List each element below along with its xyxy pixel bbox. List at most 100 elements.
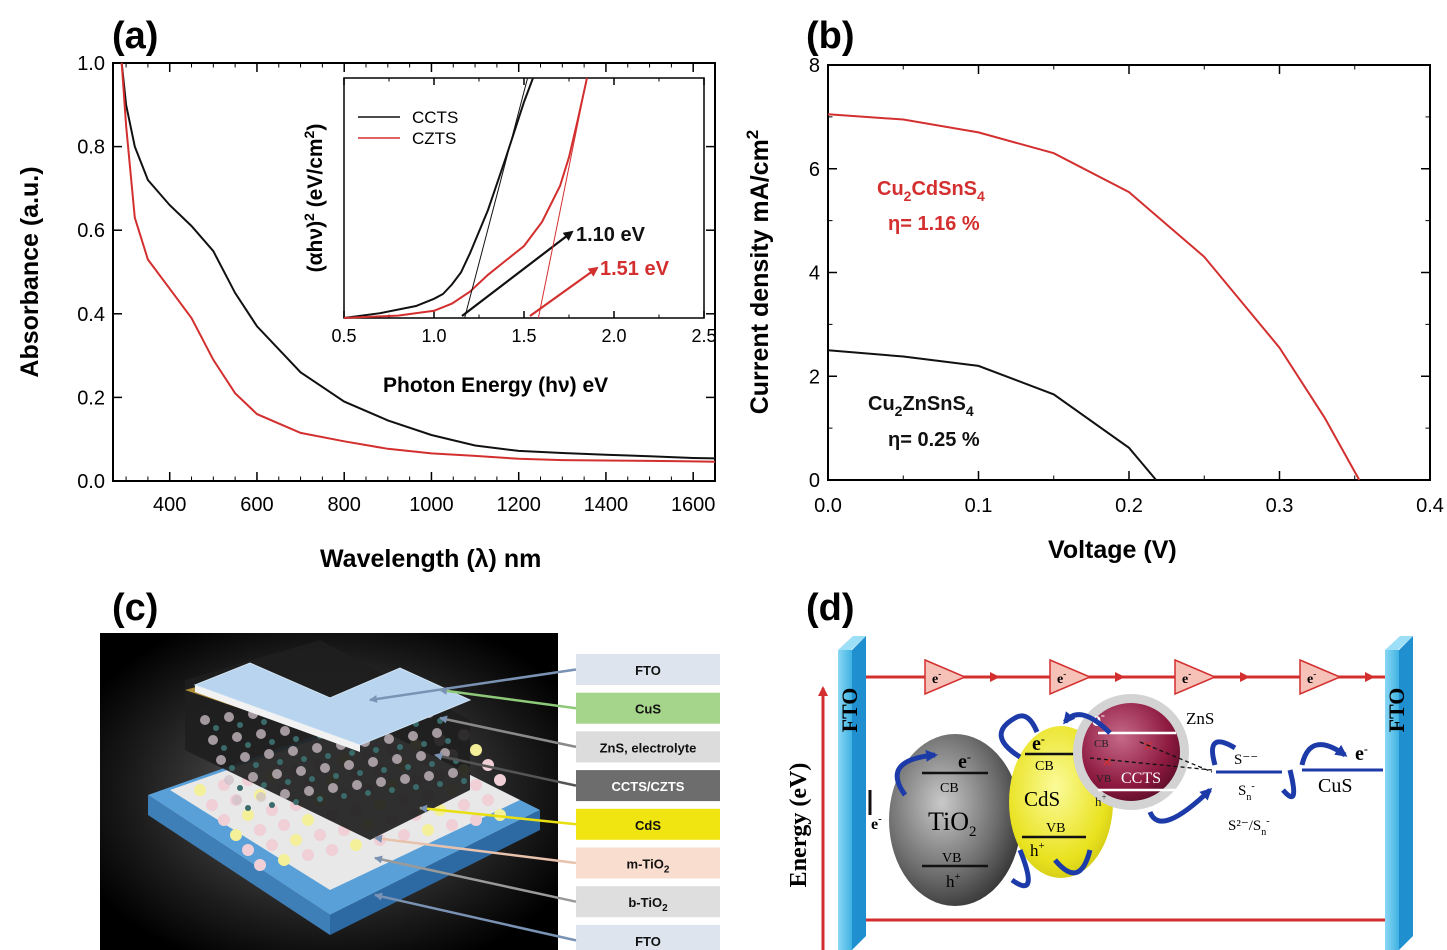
absorber-nanoparticle — [200, 715, 210, 725]
base-fto-side-right — [330, 810, 540, 935]
tio2-nanoparticle — [206, 799, 218, 811]
circuit-arrow-tip — [1240, 672, 1250, 682]
absorber-nanoparticle — [272, 769, 282, 779]
bandgap-label-ccts: 1.10 eV — [576, 224, 646, 246]
tio2-particle — [889, 734, 1021, 906]
b-y-tick-label: 2 — [809, 366, 820, 388]
layer-leader-line — [439, 715, 577, 749]
transfer-arrow-tio2-fto — [894, 749, 938, 797]
tio2-nanoparticle — [194, 784, 206, 796]
absorber-nanoparticle-small — [221, 745, 227, 751]
b-x-tick-label: 0.3 — [1266, 495, 1294, 517]
layer-box — [576, 692, 720, 724]
tio2-hole: h+ — [946, 871, 961, 891]
layer-label: FTO — [635, 663, 661, 678]
layer-label: CuS — [635, 702, 661, 717]
redox-cycle-arrow-1 — [1210, 739, 1237, 766]
absorber-nanoparticle — [424, 771, 434, 781]
a-x-tick-label: 1200 — [496, 494, 541, 516]
fto-right-top — [1385, 636, 1413, 650]
absorber-nanoparticle — [384, 734, 394, 744]
a-series-czts — [120, 62, 716, 463]
absorber-nanoparticle-small — [381, 767, 387, 773]
b-y-tick-label: 0 — [809, 470, 820, 492]
absorber-nanoparticle-small — [389, 787, 395, 793]
absorber-nanoparticle — [416, 751, 426, 761]
panel-c-device-schematic: FTO CuS ZnS, electrolyte CCTS/CZTS CdS m-TiO2… — [100, 633, 720, 950]
electrolyte-s-minus: S⁻⁻ — [1234, 752, 1258, 768]
redox-cycle-arrow-2 — [1281, 769, 1297, 800]
ccts-vb-label: VB — [1096, 773, 1111, 785]
a-y-tick-label: 0.6 — [77, 220, 105, 242]
tio2-nanoparticle — [266, 804, 278, 816]
transfer-arrow-ccts-cds — [1063, 711, 1112, 735]
absorber-nanoparticle — [344, 760, 354, 770]
y-axis-label-a: Absorbance (a.u.) — [16, 166, 44, 377]
inset-frame — [343, 77, 705, 319]
cds-hole: h+ — [1030, 840, 1045, 860]
b-y-tick-label: 8 — [809, 55, 820, 77]
absorber-nanoparticle — [280, 789, 290, 799]
ccts-hole: h+ — [1095, 792, 1107, 809]
absorber-nanoparticle-small — [461, 778, 467, 784]
absorber-nanoparticle — [432, 728, 442, 738]
absorber-nanoparticle-small — [293, 799, 299, 805]
cds-cb-label: CB — [1035, 759, 1054, 774]
layer-leader-line — [419, 804, 577, 826]
a-y-tick-label: 0.0 — [77, 471, 105, 493]
absorber-nanoparticle — [328, 783, 338, 793]
tio2-nanoparticle — [230, 829, 242, 841]
tio2-nanoparticle — [302, 849, 314, 861]
inset-x-tick-label: 0.5 — [331, 326, 356, 346]
absorber-nanoparticle — [240, 752, 250, 762]
tio2-nanoparticle — [266, 839, 278, 851]
absorber-nanoparticle — [392, 754, 402, 764]
inset-x-tick-label: 2.5 — [691, 326, 716, 346]
circuit-electron: e- — [1307, 669, 1316, 687]
layer-box — [576, 770, 720, 802]
absorber-nanoparticle-small — [277, 759, 283, 765]
absorber-nanoparticle — [280, 726, 290, 736]
dashed-transfer-2 — [1139, 741, 1213, 773]
b-series-cucdsns — [827, 113, 1361, 481]
cus-electron: e- — [1355, 742, 1368, 765]
x-axis-label-b: Voltage (V) — [1048, 536, 1177, 564]
absorber-nanoparticle — [248, 772, 258, 782]
transfer-arrow-hole-tio2 — [1010, 849, 1031, 889]
fto-right-label: FTO — [1384, 688, 1409, 733]
plot-frame-b — [827, 64, 1431, 481]
tio2-nanoparticle — [242, 809, 254, 821]
absorber-nanoparticle-small — [301, 756, 307, 762]
tio2-nanoparticle — [458, 799, 470, 811]
absorber-nanoparticle-small — [229, 765, 235, 771]
tio2-nanoparticle — [398, 829, 410, 841]
layer-label: ZnS, electrolyte — [600, 740, 697, 755]
tio2-nanoparticle — [218, 814, 230, 826]
znsn-formula: Cu2ZnSnS4 — [868, 393, 974, 419]
panel-label-d: (d) — [806, 587, 855, 629]
absorber-nanoparticle-small — [365, 790, 371, 796]
inset-y-axis-label: (αhν)2 (eV/cm2) — [301, 124, 327, 273]
tio2-nanoparticle — [470, 814, 482, 826]
b-x-tick-label: 0.2 — [1115, 495, 1143, 517]
absorber-nanoparticle-small — [261, 719, 267, 725]
absorber-nanoparticle-small — [437, 781, 443, 787]
layer-label: m-TiO2 — [627, 857, 670, 876]
fto-left-label: FTO — [837, 688, 862, 733]
absorber-nanoparticle-small — [325, 753, 331, 759]
layer-box — [576, 808, 720, 840]
absorber-nanoparticle-small — [405, 764, 411, 770]
layer-box — [576, 924, 720, 950]
energy-axis-label: Energy (eV) — [786, 763, 812, 888]
circuit-electron: e- — [1057, 669, 1066, 687]
absorber-nanoparticle — [256, 792, 266, 802]
absorber-nanoparticle-small — [237, 722, 243, 728]
absorber-nanoparticle — [264, 749, 274, 759]
panel-a-inset: Photon Energy (hν) eV (αhν)2 (eV/cm2) CC… — [301, 77, 717, 397]
layer-label: b-TiO2 — [628, 895, 668, 914]
inset-series-czts — [343, 77, 588, 319]
tio2-nanoparticle — [494, 809, 506, 821]
ccts-cb-label: CB — [1094, 738, 1109, 750]
layer-leader-line — [374, 855, 577, 903]
